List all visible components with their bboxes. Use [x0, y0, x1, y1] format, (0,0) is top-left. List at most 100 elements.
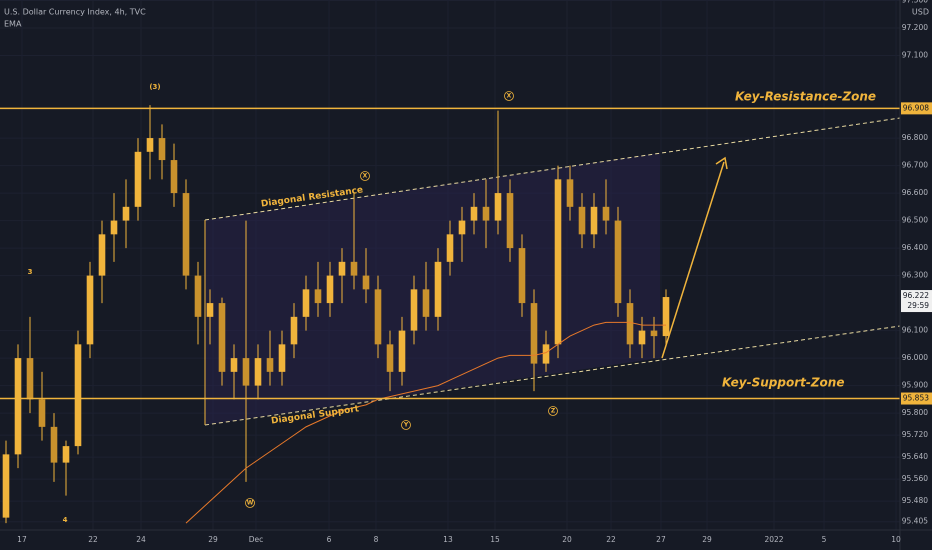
x-tick-label: 15	[490, 535, 500, 544]
x-tick-label: 5	[822, 535, 827, 544]
time-axis	[0, 530, 932, 550]
candle-body	[374, 289, 382, 345]
last-price-box	[901, 290, 932, 313]
arrow-head	[715, 156, 728, 170]
candle-body	[350, 261, 358, 276]
candle-body	[218, 303, 226, 372]
candle-body	[62, 446, 70, 463]
indicator-label: EMA	[4, 20, 22, 29]
x-tick-label: 22	[88, 535, 98, 544]
candle-body	[302, 289, 310, 317]
countdown: 29:59	[907, 301, 929, 310]
candle-body	[542, 344, 550, 364]
candle-body	[110, 220, 118, 235]
wave-circle	[360, 171, 370, 181]
y-tick-label: 95.480	[902, 496, 928, 505]
candle-body	[182, 193, 190, 276]
annotation: 3	[28, 268, 33, 276]
x-tick-label: 17	[17, 535, 27, 544]
chart-title: U.S. Dollar Currency Index, 4h, TVC	[4, 8, 146, 17]
y-tick-label: 96.300	[902, 271, 928, 280]
candle-body	[86, 275, 94, 345]
diagonal-support-line	[204, 325, 901, 426]
y-tick-label: 96.400	[902, 243, 928, 252]
wave-circle	[245, 498, 255, 508]
y-tick-label: 95.560	[902, 474, 928, 483]
wave-label: X	[363, 173, 368, 180]
candle-body	[446, 234, 454, 262]
candle-body	[170, 160, 178, 194]
candle-body	[434, 261, 442, 317]
wave-label: W	[247, 500, 254, 507]
level-name: Key-Support-Zone	[722, 376, 844, 390]
wave-label: Y	[403, 422, 409, 429]
y-tick-label: 96.000	[902, 353, 928, 362]
candle-body	[338, 261, 346, 276]
x-tick-label: Dec	[249, 535, 264, 544]
y-tick-label: 95.640	[902, 452, 928, 461]
x-tick-label: 6	[327, 535, 332, 544]
candle-body	[506, 193, 514, 249]
annotation: (3)	[149, 83, 160, 91]
y-tick-label: 96.500	[902, 216, 928, 225]
y-tick-label: 97.300	[902, 0, 928, 5]
candle-body	[650, 330, 658, 337]
annotation: 4	[63, 516, 68, 524]
candle-body	[362, 275, 370, 290]
candle-body	[74, 344, 82, 447]
x-tick-label: 20	[562, 535, 572, 544]
y-tick-label: 97.100	[902, 51, 928, 60]
grid	[0, 0, 900, 530]
y-tick-label: 96.100	[902, 326, 928, 335]
candle-body	[194, 275, 202, 317]
x-tick-label: 8	[374, 535, 379, 544]
candle-body	[266, 358, 274, 372]
candle-body	[50, 426, 58, 463]
candle-body	[242, 358, 250, 386]
candle-body	[278, 344, 286, 372]
candle-body	[122, 206, 130, 221]
candle-body	[146, 138, 154, 152]
x-tick-label: 29	[702, 535, 712, 544]
candle-body	[530, 303, 538, 364]
level-name: Key-Resistance-Zone	[735, 90, 876, 104]
price-axis	[900, 0, 932, 550]
candle-body	[566, 179, 574, 207]
wave-circle	[504, 91, 514, 101]
y-tick-label: 97.200	[902, 23, 928, 32]
candle-body	[254, 358, 262, 386]
candle-body	[398, 330, 406, 372]
marks	[0, 105, 900, 524]
candle-body	[494, 193, 502, 221]
y-tick-label: 95.405	[902, 517, 928, 526]
wave-label: X	[507, 93, 512, 100]
candle-body	[614, 220, 622, 304]
y-tick-label: 95.800	[902, 408, 928, 417]
level-price: 96.908	[903, 103, 929, 112]
candle-body	[98, 234, 106, 276]
candle-body	[386, 344, 394, 372]
candle-body	[626, 303, 634, 345]
candle-body	[326, 275, 334, 304]
candle-body	[578, 206, 586, 235]
x-tick-label: 29	[208, 535, 218, 544]
candle-body	[38, 399, 46, 427]
level-price-box	[901, 102, 932, 115]
candle-body	[290, 316, 298, 345]
wave-circle	[401, 420, 411, 430]
candle-body	[314, 289, 322, 304]
last-price: 96.222	[903, 291, 929, 300]
y-tick-label: 96.700	[902, 161, 928, 170]
candle-body	[602, 206, 610, 221]
candle-body	[482, 206, 490, 221]
candle-body	[638, 330, 646, 345]
ema-line	[185, 321, 666, 524]
candle-body	[14, 358, 22, 455]
candle-body	[26, 358, 34, 400]
projection-arrow	[661, 161, 725, 359]
x-tick-label: 27	[656, 535, 666, 544]
y-tick-label: 95.900	[902, 381, 928, 390]
y-tick-label: 96.800	[902, 133, 928, 142]
candle-body	[206, 303, 214, 317]
